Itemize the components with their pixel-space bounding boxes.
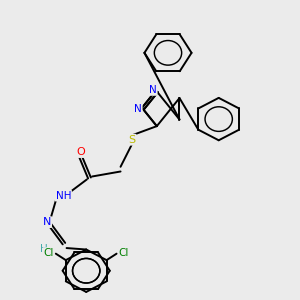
Text: Cl: Cl (118, 248, 129, 258)
Text: N: N (43, 217, 51, 227)
Text: O: O (76, 147, 85, 157)
Text: S: S (128, 135, 136, 145)
Text: N: N (149, 85, 157, 95)
Text: N: N (134, 104, 142, 114)
Text: NH: NH (56, 190, 71, 201)
Text: H: H (40, 244, 47, 254)
Text: Cl: Cl (44, 248, 54, 258)
